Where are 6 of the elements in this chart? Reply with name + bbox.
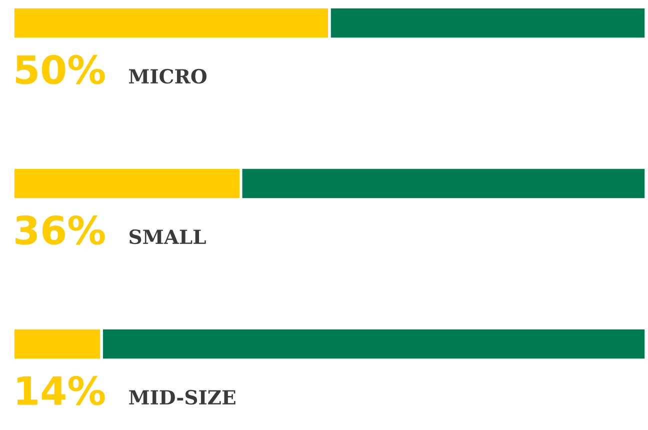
- data-label: 14%: [17, 376, 105, 406]
- y-tick-label: MID-SIZE: [129, 390, 236, 405]
- y-tick-label: SMALL: [130, 229, 206, 244]
- data-label: 50%: [16, 54, 105, 84]
- y-tick-label: MICRO: [128, 68, 207, 84]
- data-label: 36%: [16, 215, 105, 245]
